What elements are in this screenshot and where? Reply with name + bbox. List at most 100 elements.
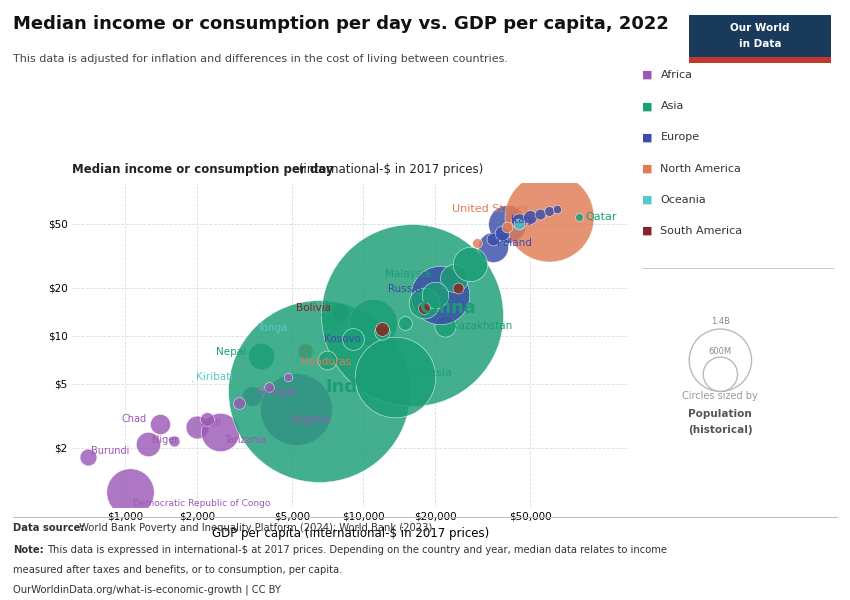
Text: North America: North America (660, 164, 741, 173)
Point (513, 217, 526, 226)
Text: Indonesia: Indonesia (399, 368, 453, 378)
Point (167, 436, 180, 446)
Text: Democratic Republic of Congo: Democratic Republic of Congo (133, 499, 270, 508)
Text: 1.4B: 1.4B (711, 317, 730, 326)
Point (200, 415, 213, 424)
Point (486, 235, 500, 244)
Text: Asia: Asia (660, 101, 683, 111)
Text: United States: United States (451, 204, 527, 214)
Text: Note:: Note: (13, 545, 43, 555)
Point (289, 404, 303, 413)
Point (542, 206, 556, 216)
Text: China: China (419, 299, 476, 317)
Text: Population: Population (688, 409, 751, 419)
Text: Kazakhstan: Kazakhstan (452, 321, 513, 331)
Text: Median income or consumption per day vs. GDP per capita, 2022: Median income or consumption per day vs.… (13, 15, 669, 33)
Text: OurWorldinData.org/what-is-economic-growth | CC BY: OurWorldinData.org/what-is-economic-grow… (13, 584, 280, 595)
Point (399, 318, 412, 328)
Text: Bolivia: Bolivia (296, 303, 331, 313)
Text: Tonga: Tonga (258, 323, 287, 333)
Point (362, 338, 376, 348)
Point (184, 376, 198, 386)
Text: 600M: 600M (709, 347, 732, 356)
Point (262, 382, 275, 391)
Text: in Data: in Data (739, 39, 781, 49)
Text: Qatar: Qatar (586, 212, 617, 222)
Point (141, 439, 155, 449)
Text: (historical): (historical) (688, 425, 752, 435)
Point (333, 308, 347, 317)
Point (533, 209, 547, 218)
Text: Malaysia: Malaysia (385, 269, 430, 278)
Text: Nepal: Nepal (216, 347, 246, 356)
Text: Italy: Italy (511, 215, 534, 224)
Point (524, 212, 537, 222)
Point (232, 398, 246, 408)
Point (405, 310, 419, 320)
Point (312, 386, 326, 396)
Point (346, 334, 360, 344)
Point (434, 290, 447, 299)
Text: Vietnam: Vietnam (320, 314, 367, 324)
Text: Senegal: Senegal (256, 387, 295, 397)
Point (417, 298, 431, 308)
Text: World Bank Poverty and Inequality Platform (2024); World Bank (2023): World Bank Poverty and Inequality Platfo… (76, 523, 432, 533)
Point (513, 219, 526, 229)
Point (254, 351, 268, 361)
Point (447, 273, 461, 283)
Point (376, 328, 389, 337)
Point (470, 238, 484, 248)
Point (123, 488, 137, 497)
Text: Mali: Mali (201, 418, 221, 428)
Text: ■: ■ (642, 226, 652, 236)
Text: This data is expressed in international-$ at 2017 prices. Depending on the count: This data is expressed in international-… (47, 545, 666, 555)
Text: South America: South America (660, 226, 743, 236)
Text: Circles sized by: Circles sized by (682, 391, 758, 401)
Text: Honduras: Honduras (301, 358, 351, 367)
Point (388, 373, 401, 382)
Point (213, 427, 227, 437)
Text: Oceania: Oceania (660, 195, 706, 205)
Text: Niger: Niger (152, 435, 178, 445)
Text: Europe: Europe (660, 133, 700, 142)
Text: Kosovo: Kosovo (324, 334, 361, 344)
Text: ■: ■ (642, 164, 652, 173)
Point (500, 222, 513, 232)
Text: India: India (326, 378, 376, 396)
Text: Median income or consumption per day: Median income or consumption per day (72, 163, 334, 176)
Text: ■: ■ (642, 70, 652, 80)
Point (280, 373, 294, 382)
Point (295, 328, 309, 337)
Point (366, 318, 380, 328)
Point (298, 346, 312, 356)
Text: measured after taxes and benefits, or to consumption, per capita.: measured after taxes and benefits, or to… (13, 565, 342, 575)
Text: Burundi: Burundi (91, 446, 129, 456)
Point (542, 212, 556, 222)
FancyBboxPatch shape (688, 15, 831, 63)
Point (500, 219, 513, 229)
Point (417, 303, 431, 313)
Point (451, 283, 465, 292)
Text: (international-$ in 2017 prices): (international-$ in 2017 prices) (295, 163, 483, 176)
Point (572, 212, 586, 222)
X-axis label: GDP per capita (international-$ in 2017 prices): GDP per capita (international-$ in 2017 … (212, 527, 490, 541)
Text: ■: ■ (642, 101, 652, 111)
Point (190, 422, 204, 431)
Text: Poland: Poland (497, 238, 532, 248)
Point (428, 290, 442, 299)
Text: ■: ■ (642, 133, 652, 142)
Text: Kiribati: Kiribati (196, 372, 233, 382)
Text: Our World: Our World (730, 23, 790, 33)
Point (463, 259, 477, 269)
Point (153, 419, 167, 429)
Point (376, 324, 389, 334)
Point (486, 242, 500, 251)
Point (245, 391, 258, 401)
FancyBboxPatch shape (688, 57, 831, 63)
Point (439, 321, 452, 331)
Text: Nigeria: Nigeria (292, 415, 329, 425)
Point (82, 452, 95, 461)
Point (495, 228, 508, 238)
Text: Russia: Russia (388, 284, 421, 294)
Text: Chad: Chad (121, 413, 146, 424)
